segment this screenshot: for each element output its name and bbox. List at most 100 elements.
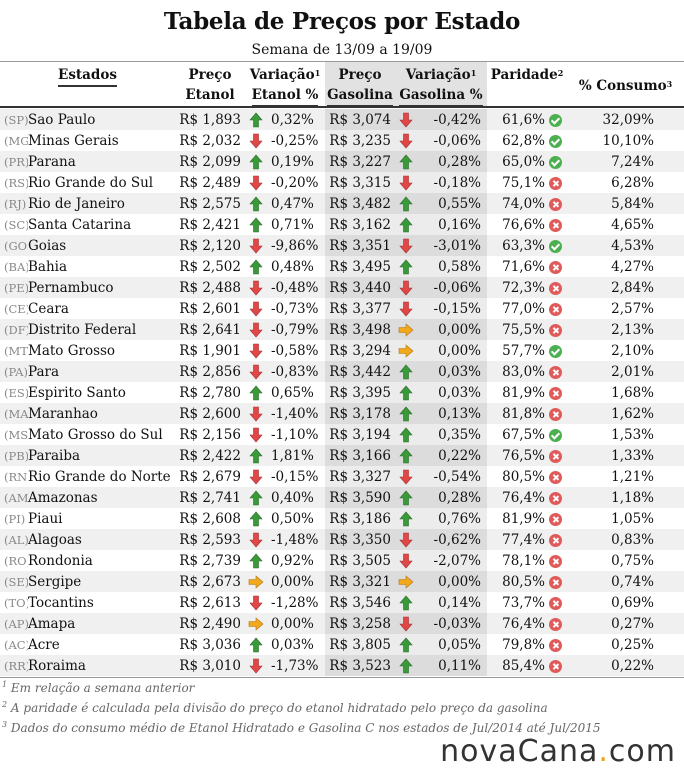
preco-gasolina: R$ 3,590 (325, 487, 395, 508)
variacao-etanol: -1,28% (271, 594, 319, 611)
state-code: (PB) (0, 445, 28, 466)
consumo: 1,05% (611, 510, 654, 527)
state-code: (RR) (0, 655, 28, 676)
arrow-down-icon (245, 655, 267, 676)
arrow-down-icon (245, 403, 267, 424)
state-code: (PA) (0, 361, 28, 382)
variacao-etanol: 0,92% (271, 552, 314, 569)
state-code: (CE) (4, 301, 28, 316)
preco-etanol: R$ 2,600 (175, 403, 245, 424)
preco-gasolina: R$ 3,498 (325, 319, 395, 340)
arrow-up-icon (245, 109, 267, 130)
arrow-up-icon (245, 634, 267, 655)
arrow-down-icon (395, 298, 417, 319)
state-name: Mato Grosso do Sul (28, 426, 163, 443)
preco-etanol: R$ 2,679 (179, 468, 241, 485)
consumo: 5,84% (567, 193, 684, 214)
arrow-up-icon (395, 193, 417, 214)
state-code: (SC) (4, 217, 28, 232)
preco-gasolina: R$ 3,440 (325, 277, 395, 298)
arrow-right-icon (395, 340, 417, 361)
state-code: (ES) (4, 385, 28, 400)
state-code: (PE) (0, 277, 28, 298)
variacao-gasolina: 0,00% (417, 571, 487, 592)
variacao-etanol: 0,48% (271, 258, 314, 275)
footnote-1: 1 Em relação a semana anterior (2, 680, 195, 695)
page-title: Tabela de Preços por Estado (163, 8, 521, 35)
preco-gasolina: R$ 3,377 (325, 298, 395, 319)
preco-etanol: R$ 2,608 (179, 510, 241, 527)
preco-gasolina: R$ 3,162 (325, 214, 395, 235)
arrow-up-icon (395, 655, 417, 676)
state-code: (AC) (4, 637, 28, 652)
variacao-gasolina: 0,16% (417, 214, 487, 235)
table-row: (RR) Roraima R$ 3,010 -1,73% R$ 3,523 0,11% 85… (0, 655, 684, 676)
arrow-down-icon (245, 172, 267, 193)
variacao-gasolina: -0,06% (417, 130, 487, 151)
arrow-up-icon (395, 214, 417, 235)
state-name: Goias (28, 235, 175, 256)
arrow-down-icon (395, 109, 417, 130)
state-name: Sao Paulo (28, 109, 175, 130)
consumo: 1,53% (611, 426, 654, 443)
arrow-down-icon (245, 319, 267, 340)
consumo: 4,53% (567, 235, 684, 256)
variacao-etanol: -0,25% (271, 132, 319, 149)
state-name: Mato Grosso (28, 342, 116, 359)
paridade: 62,8% (502, 132, 545, 149)
arrow-down-icon (395, 550, 417, 571)
paridade: 75,5% (487, 319, 547, 340)
variacao-etanol: -1,48% (267, 529, 325, 550)
consumo: 1,62% (567, 403, 684, 424)
header-preco-etanol: Preço Etanol (185, 67, 235, 103)
consumo: 2,01% (567, 361, 684, 382)
arrow-up-icon (395, 424, 417, 445)
preco-etanol: R$ 2,593 (175, 529, 245, 550)
state-code: (RS) (4, 175, 28, 190)
variacao-gasolina: -0,42% (417, 109, 487, 130)
preco-gasolina: R$ 3,523 (325, 655, 395, 676)
variacao-etanol: 0,00% (267, 613, 325, 634)
footer-divider (0, 677, 684, 678)
table-row: (RO)Rondonia R$ 2,739 0,92% R$ 3,505 -2,07% 7… (0, 550, 684, 571)
cross-icon (547, 508, 567, 529)
variacao-gasolina: 0,05% (417, 634, 487, 655)
variacao-gasolina: 0,35% (417, 424, 487, 445)
preco-etanol: R$ 2,741 (175, 487, 245, 508)
consumo: 4,27% (611, 258, 654, 275)
preco-gasolina: R$ 3,505 (325, 550, 395, 571)
consumo: 2,13% (567, 319, 684, 340)
arrow-down-icon (395, 466, 417, 487)
preco-etanol: R$ 2,601 (179, 300, 241, 317)
variacao-gasolina: 0,28% (417, 487, 487, 508)
table-row: (RJ) Rio de Janeiro R$ 2,575 0,47% R$ 3,482 0… (0, 193, 684, 214)
preco-etanol: R$ 2,673 (175, 571, 245, 592)
preco-gasolina: R$ 3,258 (325, 613, 395, 634)
paridade: 81,9% (502, 510, 545, 527)
check-icon (547, 340, 567, 361)
paridade: 63,3% (487, 235, 547, 256)
state-name: Parana (28, 151, 175, 172)
cross-icon (547, 487, 567, 508)
cross-icon (547, 466, 567, 487)
consumo: 4,65% (611, 216, 654, 233)
state-name: Pernambuco (28, 277, 175, 298)
variacao-etanol: -1,40% (267, 403, 325, 424)
state-name: Santa Catarina (28, 216, 132, 233)
cross-icon (547, 403, 567, 424)
state-name: Rio de Janeiro (28, 193, 175, 214)
preco-gasolina: R$ 3,327 (325, 466, 395, 487)
consumo: 2,57% (611, 300, 654, 317)
paridade: 80,5% (502, 468, 545, 485)
consumo: 0,27% (567, 613, 684, 634)
state-name: Para (28, 361, 175, 382)
paridade: 78,1% (502, 552, 545, 569)
state-code: (AP) (0, 613, 28, 634)
arrow-down-icon (245, 235, 267, 256)
preco-etanol: R$ 3,010 (175, 655, 245, 676)
state-name: Piaui (28, 510, 63, 527)
preco-etanol: R$ 2,120 (175, 235, 245, 256)
table-row: (CE) Ceara R$ 2,601 -0,73% R$ 3,377 -0,15% 77,… (0, 298, 684, 319)
arrow-up-icon (395, 403, 417, 424)
consumo: 32,09% (567, 109, 684, 130)
